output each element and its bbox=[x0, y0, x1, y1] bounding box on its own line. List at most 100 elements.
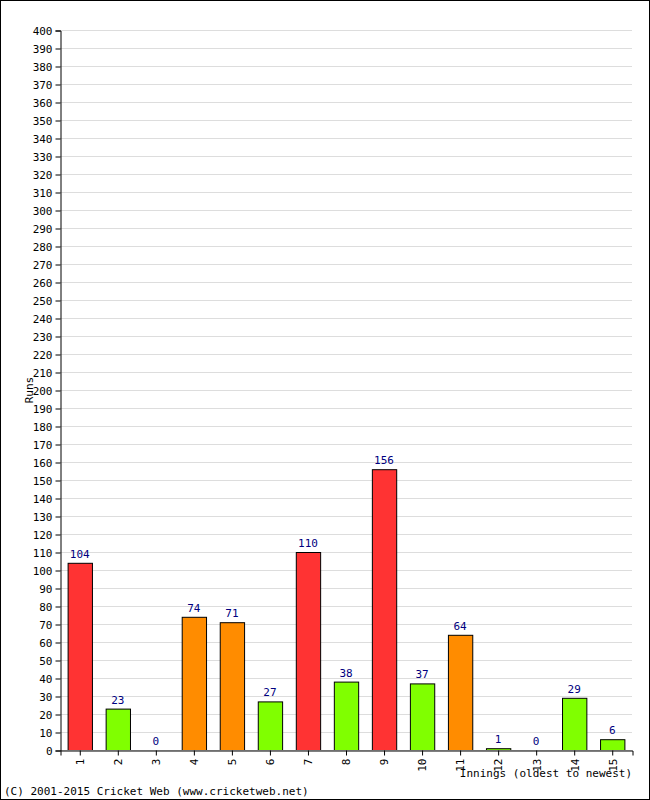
tick-label: 10 bbox=[39, 727, 52, 740]
bar bbox=[182, 617, 206, 750]
tick: 190 bbox=[33, 403, 61, 416]
axis-line bbox=[56, 31, 62, 751]
grid-line bbox=[60, 390, 632, 391]
tick: 360 bbox=[33, 97, 61, 110]
tick-label: 100 bbox=[33, 565, 53, 578]
bar bbox=[258, 702, 282, 750]
tick-mark bbox=[56, 301, 61, 302]
grid-line bbox=[60, 426, 632, 427]
tick: 390 bbox=[33, 43, 61, 56]
tick-mark bbox=[56, 373, 61, 374]
tick-mark bbox=[56, 85, 61, 86]
grid-line bbox=[60, 444, 632, 445]
tick: 300 bbox=[33, 205, 61, 218]
tick-mark bbox=[56, 49, 61, 50]
tick: 120 bbox=[33, 529, 61, 542]
tick: 230 bbox=[33, 331, 61, 344]
bar bbox=[601, 740, 625, 750]
tick-mark bbox=[118, 751, 119, 756]
tick: 250 bbox=[33, 295, 61, 308]
tick-label: 220 bbox=[33, 349, 53, 362]
tick-mark bbox=[56, 319, 61, 320]
grid-line bbox=[60, 282, 632, 283]
tick: 320 bbox=[33, 169, 61, 182]
tick-mark bbox=[498, 751, 499, 756]
chart: 0102030405060708090100110120130140150160… bbox=[0, 0, 650, 800]
grid-line bbox=[60, 642, 632, 643]
tick-mark bbox=[80, 751, 81, 756]
grid-line bbox=[60, 570, 632, 571]
bar bbox=[296, 553, 320, 751]
grid-line bbox=[60, 606, 632, 607]
grid-line bbox=[60, 174, 632, 175]
tick: 350 bbox=[33, 115, 61, 128]
tick-mark bbox=[56, 733, 61, 734]
tick-label: 2 bbox=[112, 759, 125, 766]
tick: 280 bbox=[33, 241, 61, 254]
tick-label: 320 bbox=[33, 169, 53, 182]
tick: 180 bbox=[33, 421, 61, 434]
tick-label: 240 bbox=[33, 313, 53, 326]
tick: 50 bbox=[39, 655, 60, 668]
tick-mark bbox=[460, 751, 461, 756]
grid-line bbox=[60, 300, 632, 301]
tick-mark bbox=[56, 607, 61, 608]
tick-label: 370 bbox=[33, 79, 53, 92]
bar bbox=[372, 470, 396, 750]
y-axis: 0102030405060708090100110120130140150160… bbox=[33, 25, 61, 758]
tick: 170 bbox=[33, 439, 61, 452]
data-label: 29 bbox=[568, 683, 581, 696]
grid-line bbox=[60, 102, 632, 103]
tick: 7 bbox=[302, 751, 315, 766]
tick-mark bbox=[56, 697, 61, 698]
tick-mark bbox=[56, 553, 61, 554]
tick-mark bbox=[56, 679, 61, 680]
tick-label: 20 bbox=[39, 709, 52, 722]
tick-label: 400 bbox=[33, 25, 53, 38]
tick-label: 110 bbox=[33, 547, 53, 560]
data-label: 71 bbox=[225, 607, 238, 620]
grid-line bbox=[60, 192, 632, 193]
tick-label: 180 bbox=[33, 421, 53, 434]
tick-label: 330 bbox=[33, 151, 53, 164]
tick: 10 bbox=[39, 727, 60, 740]
data-label: 6 bbox=[609, 724, 616, 737]
tick-mark bbox=[156, 751, 157, 756]
grid-line bbox=[60, 660, 632, 661]
data-label: 23 bbox=[111, 694, 124, 707]
y-axis-title: Runs bbox=[23, 377, 36, 404]
grid-line bbox=[60, 318, 632, 319]
tick-mark bbox=[56, 337, 61, 338]
data-label: 1 bbox=[495, 733, 502, 746]
tick: 2 bbox=[112, 751, 125, 766]
tick-label: 9 bbox=[378, 759, 391, 766]
tick-mark bbox=[56, 643, 61, 644]
bar bbox=[220, 623, 244, 750]
tick-mark bbox=[536, 751, 537, 756]
tick-label: 160 bbox=[33, 457, 53, 470]
tick-mark bbox=[56, 481, 61, 482]
tick-mark bbox=[56, 229, 61, 230]
bar bbox=[486, 749, 510, 750]
tick-label: 230 bbox=[33, 331, 53, 344]
tick-label: 140 bbox=[33, 493, 53, 506]
x-axis-title: Innings (oldest to newest) bbox=[460, 767, 632, 780]
tick: 240 bbox=[33, 313, 61, 326]
bars bbox=[68, 470, 625, 750]
tick-mark bbox=[612, 751, 613, 756]
grid-line bbox=[60, 120, 632, 121]
tick-mark bbox=[56, 535, 61, 536]
data-label: 110 bbox=[298, 537, 318, 550]
tick: 100 bbox=[33, 565, 61, 578]
grid-line bbox=[60, 588, 632, 589]
tick: 150 bbox=[33, 475, 61, 488]
grid-line bbox=[60, 48, 632, 49]
grid-line bbox=[60, 516, 632, 517]
tick-mark bbox=[56, 265, 61, 266]
tick-mark bbox=[56, 193, 61, 194]
tick: 110 bbox=[33, 547, 61, 560]
tick-mark bbox=[56, 715, 61, 716]
tick: 10 bbox=[416, 751, 429, 772]
tick-label: 300 bbox=[33, 205, 53, 218]
tick-mark bbox=[56, 751, 61, 752]
